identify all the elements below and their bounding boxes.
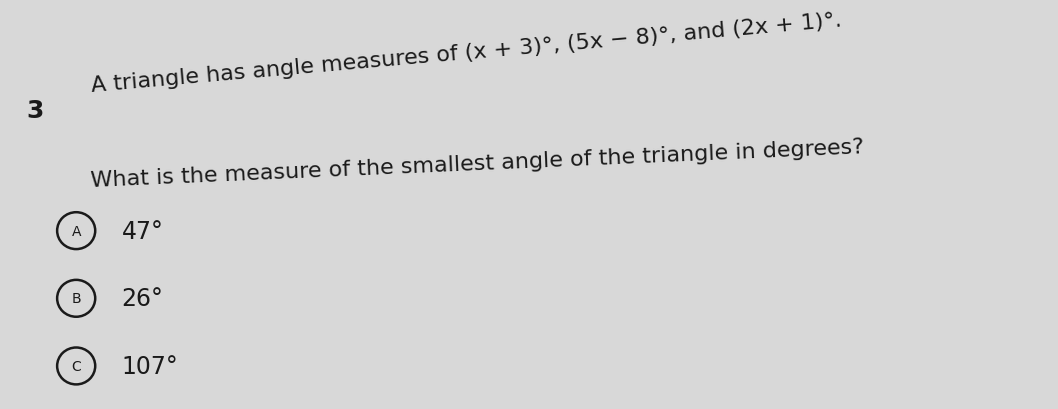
Text: 47°: 47° [122, 219, 164, 243]
Text: 107°: 107° [122, 354, 179, 378]
Text: A: A [72, 224, 80, 238]
Text: C: C [71, 359, 81, 373]
Text: A triangle has angle measures of (x + 3)°, (5x − 8)°, and (2x + 1)°.: A triangle has angle measures of (x + 3)… [90, 11, 842, 96]
Text: 3: 3 [26, 99, 43, 122]
Text: B: B [71, 292, 81, 306]
Text: 26°: 26° [122, 287, 164, 310]
Text: What is the measure of the smallest angle of the triangle in degrees?: What is the measure of the smallest angl… [90, 137, 864, 191]
